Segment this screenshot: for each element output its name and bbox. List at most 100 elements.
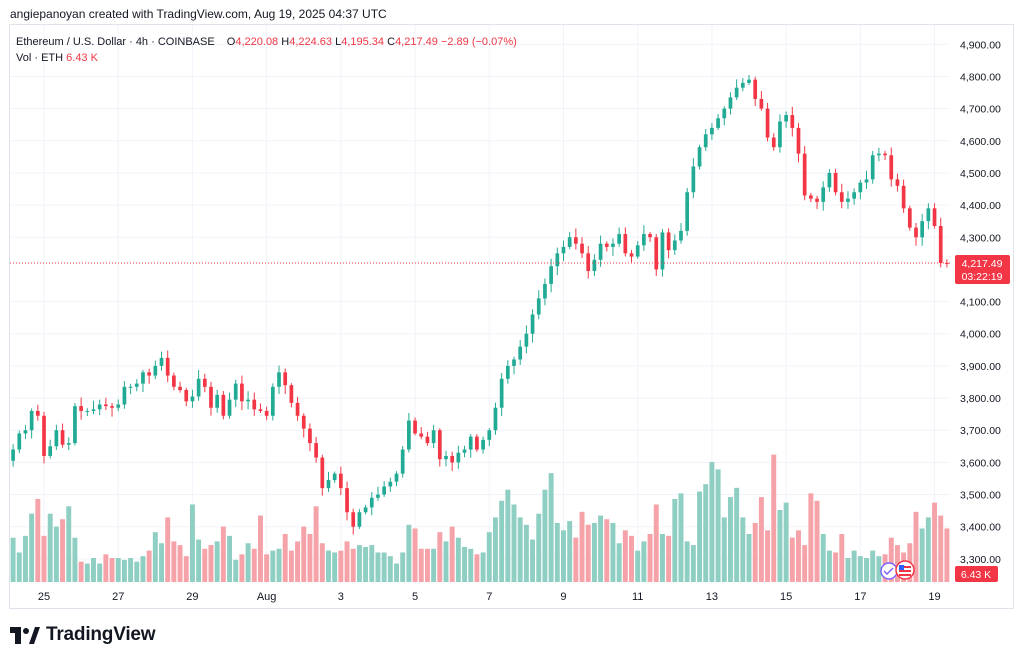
volume-bar — [833, 552, 839, 582]
candle-up — [740, 82, 745, 88]
price-tick-label: 3,300.00 — [960, 554, 1001, 566]
volume-tag-value: 6.43 K — [961, 569, 991, 581]
candle-down — [202, 378, 207, 387]
volume-bar — [894, 545, 900, 582]
candle-up — [332, 473, 337, 481]
candle-up — [703, 134, 708, 148]
candle-down — [104, 404, 108, 407]
price-tick-label: 4,300.00 — [960, 232, 1001, 244]
volume-bar — [319, 543, 325, 582]
volume-bar — [381, 552, 387, 582]
volume-bar — [449, 526, 455, 582]
symbol-label[interactable]: Ethereum / U.S. Dollar · 4h · COINBASE — [16, 36, 215, 48]
price-axis: 4,900.00 4,800.00 4,700.00 4,600.00 4,500.00… — [960, 39, 1001, 566]
candle-up — [190, 396, 195, 402]
high-value: 4,224.63 — [289, 36, 333, 48]
candle-up — [159, 357, 164, 366]
tradingview-logo[interactable]: TradingView — [10, 624, 156, 646]
candle-up — [679, 230, 683, 241]
candle-down — [796, 127, 801, 154]
candle-down — [419, 433, 424, 437]
candle-up — [747, 79, 751, 83]
candle-up — [227, 399, 232, 416]
volume-bar — [944, 528, 950, 582]
time-tick-label: 17 — [854, 591, 866, 603]
volume-bar — [245, 543, 251, 582]
candle-up — [270, 386, 275, 416]
candle-up — [369, 497, 374, 508]
time-tick-label: 19 — [928, 591, 940, 603]
volume-bar — [591, 522, 597, 582]
candle-up — [567, 237, 572, 247]
volume-bar — [857, 556, 863, 582]
volume-bar — [468, 548, 474, 582]
volume-bar — [752, 522, 758, 582]
volume-bar — [251, 548, 257, 582]
price-tick-label: 3,600.00 — [960, 457, 1001, 469]
candle-down — [35, 410, 40, 416]
volume-bar — [567, 521, 573, 582]
volume-bar — [536, 513, 542, 582]
volume-bar — [666, 535, 672, 582]
tradingview-logo-icon — [10, 626, 40, 644]
candle-up — [407, 420, 411, 450]
candle-up — [870, 155, 875, 180]
volume-bar — [604, 519, 610, 582]
volume-tag: 6.43 K — [955, 566, 998, 582]
volume-bar — [288, 550, 294, 582]
candle-down — [178, 386, 182, 391]
volume-bar — [789, 537, 795, 582]
volume-bar — [839, 534, 845, 582]
candle-down — [623, 234, 628, 254]
volume-bar — [678, 493, 684, 582]
candle-down — [425, 436, 430, 444]
candle-up — [920, 221, 925, 238]
volume-bar — [208, 545, 214, 582]
volume-bar — [870, 550, 876, 582]
candle-down — [258, 409, 263, 411]
volume-label[interactable]: Vol · ETH — [16, 52, 64, 64]
volume-bar — [227, 535, 233, 582]
candle-up — [778, 121, 782, 148]
candle-up — [784, 115, 788, 122]
candle-up — [611, 243, 615, 247]
candle-down — [301, 415, 306, 429]
candle-up — [73, 406, 77, 444]
volume-bar — [313, 506, 319, 582]
candle-up — [196, 378, 201, 397]
volume-bar — [363, 546, 369, 582]
candle-up — [821, 187, 826, 202]
candle-up — [716, 118, 720, 128]
volume-bar — [91, 558, 96, 582]
candle-down — [345, 488, 349, 513]
volume-bar — [629, 535, 634, 582]
volume-bar — [758, 497, 764, 582]
candle-down — [654, 237, 659, 270]
candle-up — [710, 127, 714, 135]
candle-down — [932, 208, 937, 227]
candle-up — [468, 436, 473, 450]
candle-up — [116, 404, 121, 408]
price-tick-label: 3,900.00 — [960, 361, 1001, 373]
volume-bar — [672, 498, 678, 582]
candle-down — [839, 192, 844, 202]
candle-down — [802, 153, 807, 196]
volume-bar — [387, 556, 393, 582]
candle-down — [815, 198, 819, 202]
volume-bar — [202, 548, 208, 582]
brand-name: TradingView — [46, 624, 156, 645]
volume-bar — [690, 545, 696, 582]
candle-down — [790, 115, 795, 128]
volume-bar — [826, 550, 832, 582]
close-label: C — [387, 36, 396, 48]
candle-up — [734, 87, 739, 98]
chart-attribution: angiepanoyan created with TradingView.co… — [10, 7, 387, 21]
volume-bar — [140, 556, 146, 582]
event-icons[interactable] — [880, 560, 915, 580]
volume-bar — [554, 522, 560, 582]
change-value: −2.89 (−0.07%) — [440, 36, 517, 48]
volume-bar — [332, 552, 338, 582]
volume-bar — [146, 550, 152, 582]
volume-bar — [78, 561, 84, 582]
